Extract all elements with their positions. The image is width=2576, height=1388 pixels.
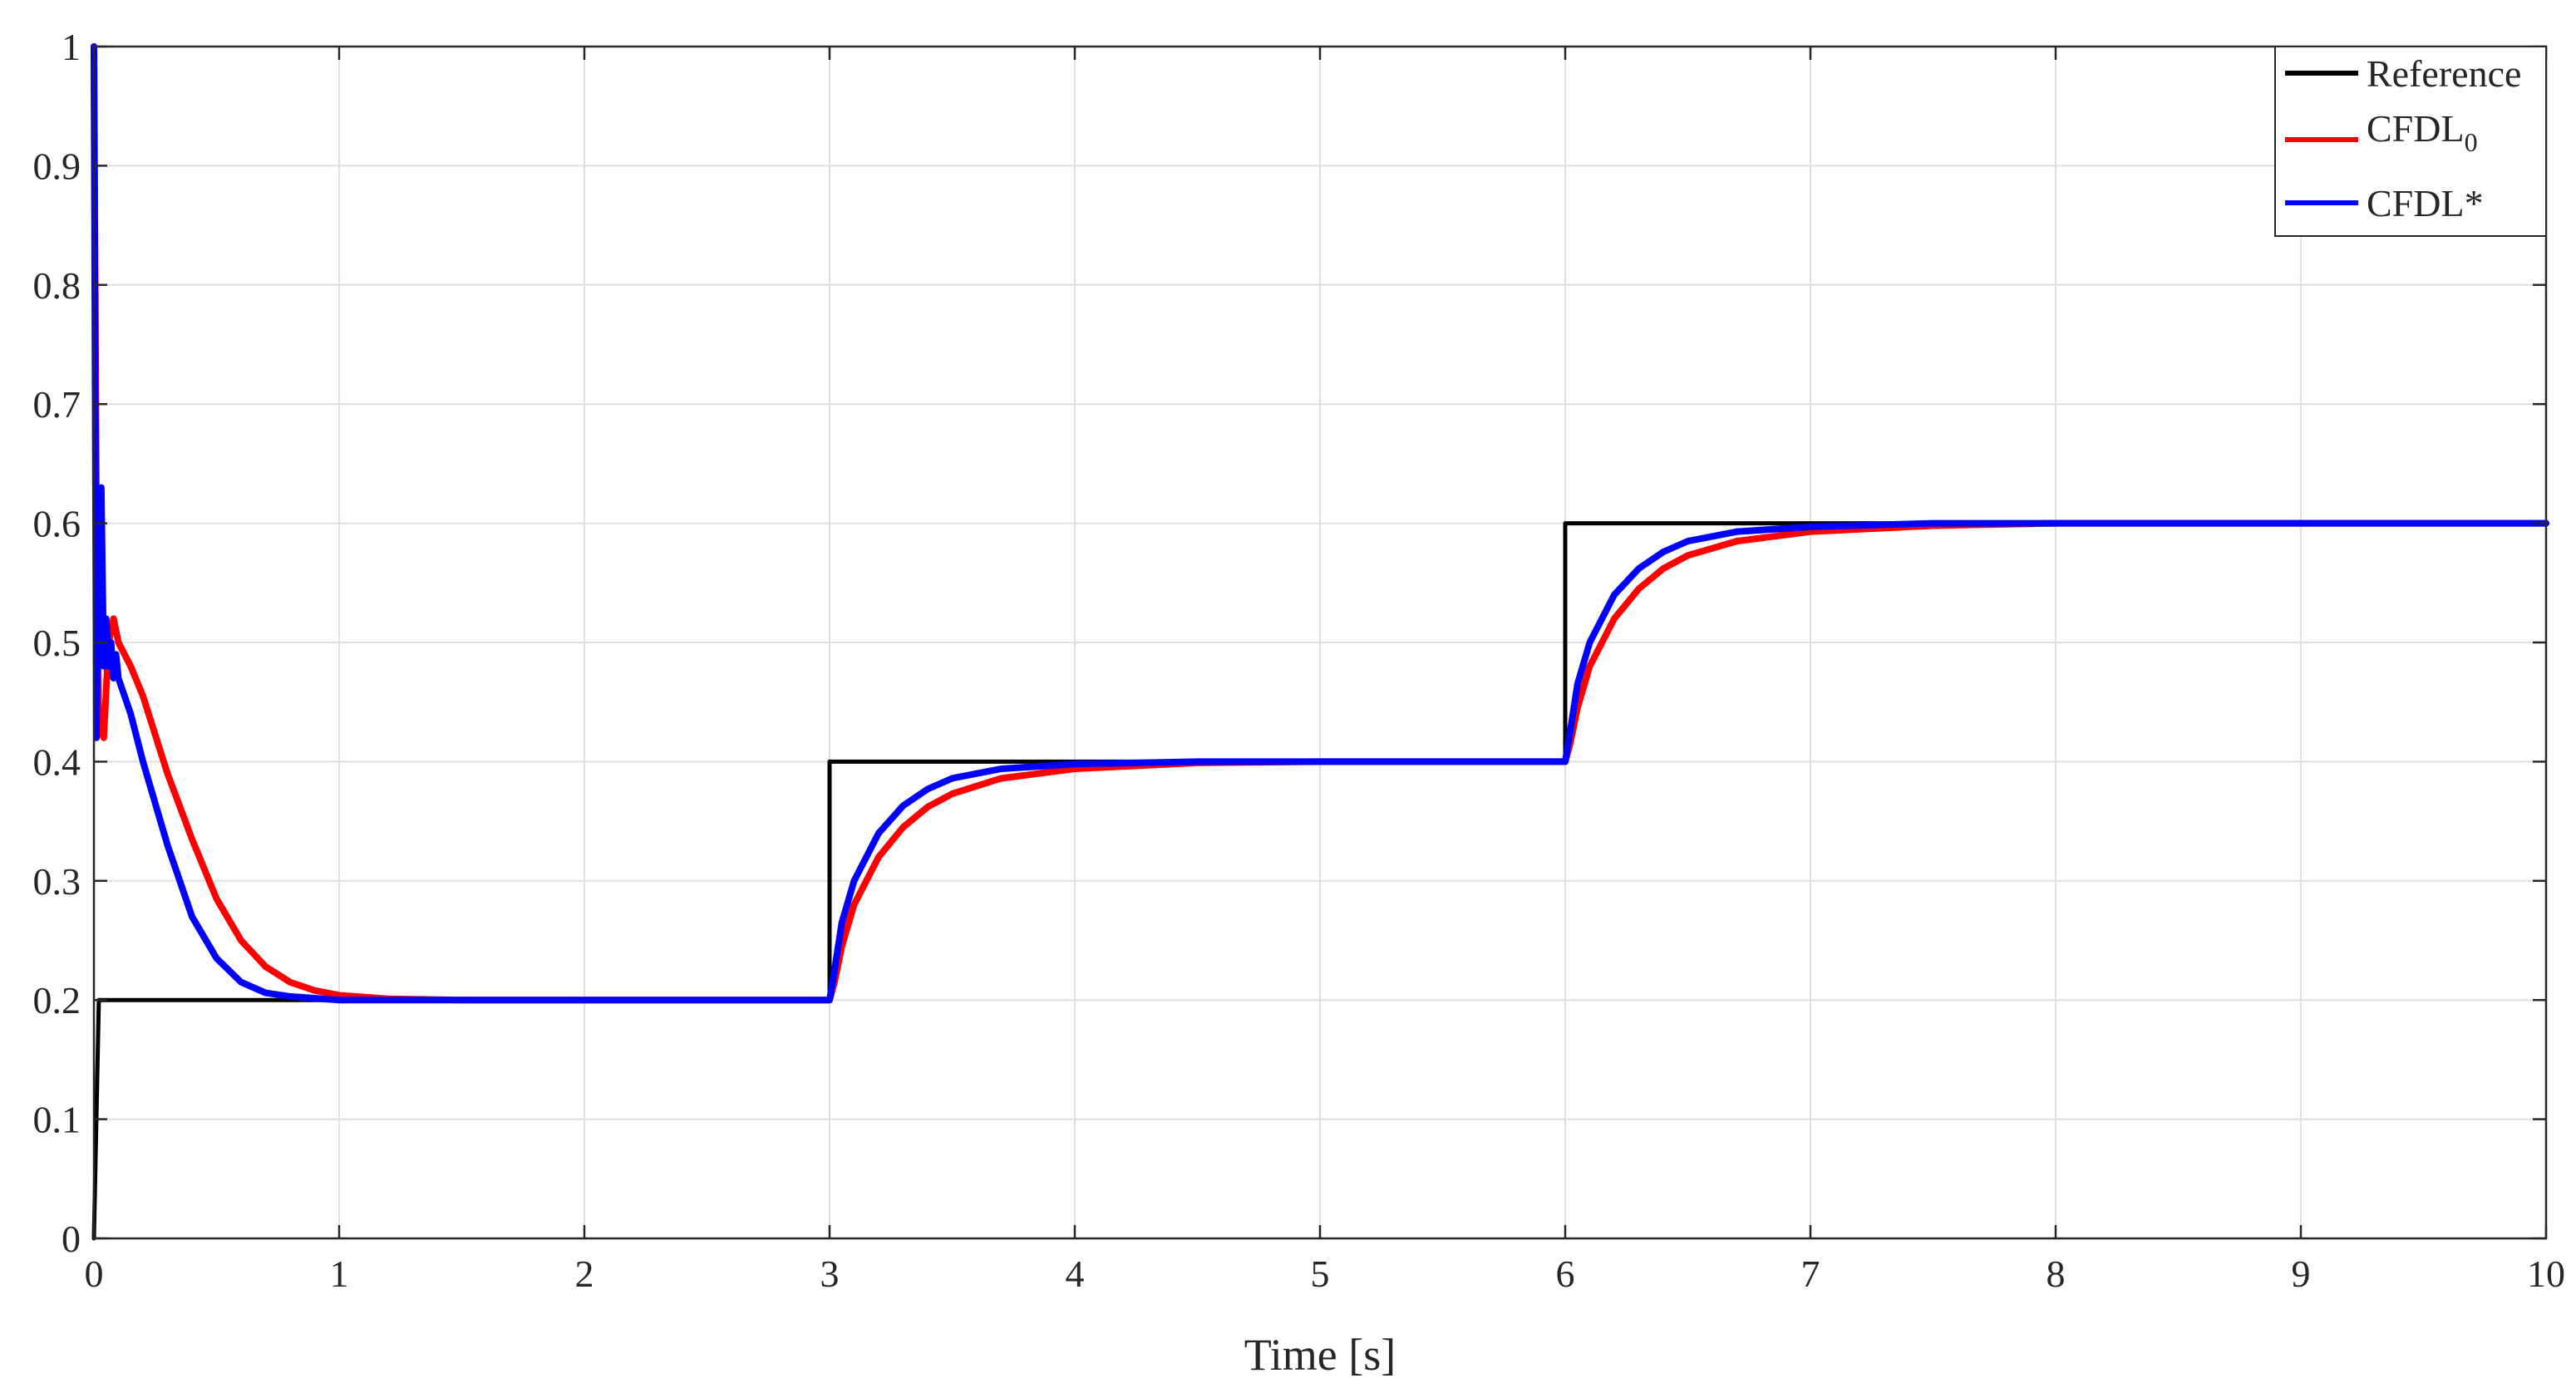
x-tick-label-4: 4 xyxy=(1066,1253,1085,1295)
x-tick-label-6: 6 xyxy=(1556,1253,1575,1295)
y-tick-label-6: 0.6 xyxy=(33,503,81,545)
y-tick-label-7: 0.7 xyxy=(33,383,81,426)
x-tick-label-8: 8 xyxy=(2047,1253,2066,1295)
y-tick-label-1: 0.1 xyxy=(33,1099,81,1141)
x-tick-label-7: 7 xyxy=(1801,1253,1820,1295)
y-tick-label-8: 0.8 xyxy=(33,264,81,307)
x-tick-label-10: 10 xyxy=(2527,1253,2565,1295)
x-tick-labels: 0 1 2 3 4 5 6 7 8 9 10 xyxy=(85,1253,2566,1295)
x-tick-label-0: 0 xyxy=(85,1253,104,1295)
legend-label-cfdl0: CFDL0 xyxy=(2367,107,2478,157)
y-tick-label-5: 0.5 xyxy=(33,622,81,664)
ticks xyxy=(92,45,2548,1240)
y-tick-labels: 0 0.1 0.2 0.3 0.4 0.5 0.6 0.7 0.8 0.9 1 xyxy=(33,26,81,1260)
x-tick-label-3: 3 xyxy=(820,1253,840,1295)
legend: Reference CFDL0 CFDL* xyxy=(2274,46,2547,237)
y-tick-label-10: 1 xyxy=(62,26,81,68)
series-line-cfdl0 xyxy=(91,43,2549,1004)
legend-label-reference: Reference xyxy=(2367,52,2521,95)
y-tick-label-4: 0.4 xyxy=(33,741,81,783)
series-line-cfdl-star xyxy=(91,43,2549,1004)
y-tick-label-3: 0.3 xyxy=(33,860,81,903)
y-tick-label-0: 0 xyxy=(62,1218,81,1260)
x-tick-label-5: 5 xyxy=(1311,1253,1330,1295)
x-axis-label: Time [s] xyxy=(1244,1330,1396,1380)
y-tick-label-9: 0.9 xyxy=(33,145,81,187)
x-tick-label-1: 1 xyxy=(330,1253,349,1295)
x-tick-label-9: 9 xyxy=(2292,1253,2311,1295)
x-tick-label-2: 2 xyxy=(575,1253,594,1295)
y-tick-label-2: 0.2 xyxy=(33,979,81,1021)
legend-label-cfdl-star: CFDL* xyxy=(2367,182,2484,224)
